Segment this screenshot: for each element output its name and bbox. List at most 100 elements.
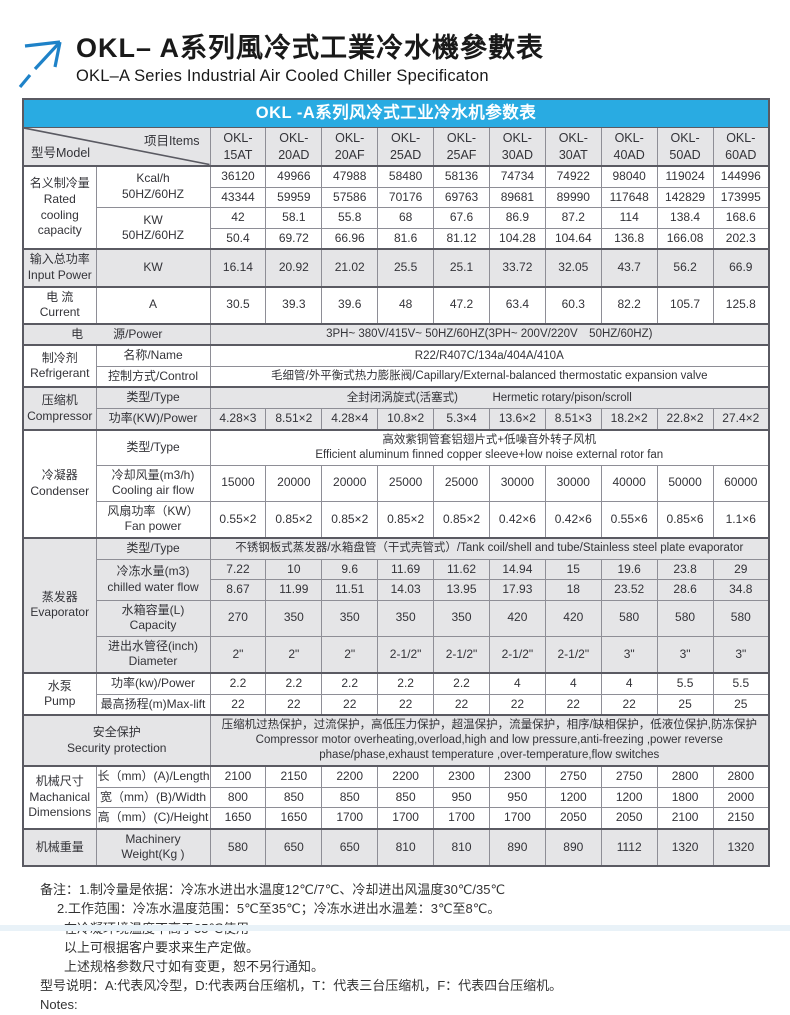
spec-value: 10 bbox=[265, 558, 323, 581]
spec-value: 14.94 bbox=[488, 558, 546, 581]
spec-value: 18.2×2 bbox=[600, 408, 658, 431]
page-subtitle: OKL–A Series Industrial Air Cooled Chill… bbox=[76, 67, 489, 86]
spec-value: 2150 bbox=[712, 807, 770, 830]
spec-value: 144996 bbox=[712, 164, 770, 188]
model-column-header: OKL- 25AD bbox=[377, 127, 435, 167]
spec-value: 66.9 bbox=[712, 248, 770, 288]
note-line: 2.工作范围：冷冻水温度范围：5℃至35℃；冷冻水进出水温差：3℃至8℃。 bbox=[57, 901, 501, 917]
spec-value: 810 bbox=[377, 827, 435, 867]
spec-value: 2.2 bbox=[377, 672, 435, 695]
page-header: OKL– A系列風冷式工業冷水機參數表 OKL–A Series Industr… bbox=[0, 0, 790, 89]
corner-cell: 型号Model 项目Items bbox=[22, 127, 211, 167]
spec-value: 2300 bbox=[488, 765, 546, 788]
spec-value: 950 bbox=[433, 786, 490, 809]
spec-value: 19.6 bbox=[600, 558, 658, 581]
page-title: OKL– A系列風冷式工業冷水機參數表 bbox=[76, 33, 545, 63]
spec-value: 43344 bbox=[209, 186, 267, 209]
spec-merged-value: 毛细管/外平衡式热力膨胀阀/Capillary/External-balance… bbox=[209, 365, 770, 388]
spec-value: 25000 bbox=[433, 464, 490, 502]
spec-value: 2-1/2" bbox=[433, 635, 490, 674]
spec-value: 27.4×2 bbox=[712, 408, 770, 431]
row-item-label: 名称/Name bbox=[95, 344, 211, 367]
spec-value: 580 bbox=[712, 599, 770, 637]
spec-value: 89681 bbox=[488, 186, 546, 209]
spec-table: OKL -A系列风冷式工业冷水机参数表 型号Model 项目Items OKL- 15… bbox=[22, 98, 771, 868]
spec-value: 168.6 bbox=[712, 207, 770, 229]
row-group-label: 输入总功率 Input Power bbox=[22, 248, 97, 288]
row-item-label: 宽（mm）(B)/Width bbox=[95, 786, 211, 809]
model-column-header: OKL- 20AF bbox=[321, 127, 379, 167]
spec-value: 28.6 bbox=[656, 579, 714, 601]
spec-value: 2000 bbox=[712, 786, 770, 809]
row-item-label: 最高扬程(m)Max-lift bbox=[95, 693, 211, 716]
spec-value: 70176 bbox=[377, 186, 435, 209]
spec-value: 34.8 bbox=[712, 579, 770, 601]
spec-value: 98040 bbox=[600, 164, 658, 188]
row-group-label: 电 流 Current bbox=[22, 285, 97, 325]
spec-value: 39.3 bbox=[265, 285, 323, 325]
row-group-label: 制冷剂 Refrigerant bbox=[22, 344, 97, 388]
note-line: 备注：1.制冷量是依据：冷冻水进出水温度12℃/7℃、冷却进出风温度30℃/35… bbox=[40, 882, 506, 898]
corner-model-label: 型号Model bbox=[31, 145, 91, 160]
spec-value: 800 bbox=[209, 786, 267, 809]
spec-value: 32.05 bbox=[544, 248, 602, 288]
spec-value: 49966 bbox=[265, 164, 323, 188]
spec-value: 2300 bbox=[433, 765, 490, 788]
spec-value: 2750 bbox=[600, 765, 658, 788]
spec-value: 22.8×2 bbox=[656, 408, 714, 431]
spec-value: 3" bbox=[712, 635, 770, 674]
spec-value: 60000 bbox=[712, 464, 770, 502]
row-item-label: 功率(KW)/Power bbox=[95, 408, 211, 431]
spec-merged-value: 不锈钢板式蒸发器/水箱盘管（干式壳管式）/Tank coil/shell and… bbox=[209, 536, 770, 560]
row-group-label: 冷凝器 Condenser bbox=[22, 428, 97, 539]
spec-value: 22 bbox=[544, 693, 602, 716]
spec-value: 4.28×4 bbox=[321, 408, 379, 431]
spec-value: 17.93 bbox=[488, 579, 546, 601]
spec-value: 74734 bbox=[488, 164, 546, 188]
spec-value: 3" bbox=[600, 635, 658, 674]
spec-value: 13.6×2 bbox=[488, 408, 546, 431]
notes-block: 备注：1.制冷量是依据：冷冻水进出水温度12℃/7℃、冷却进出风温度30℃/35… bbox=[40, 880, 790, 1015]
model-column-header: OKL- 30AT bbox=[544, 127, 602, 167]
spec-value: 420 bbox=[488, 599, 546, 637]
spec-value: 58480 bbox=[377, 164, 435, 188]
spec-value: 22 bbox=[600, 693, 658, 716]
spec-value: 950 bbox=[488, 786, 546, 809]
model-column-header: OKL- 40AD bbox=[600, 127, 658, 167]
spec-value: 0.85×2 bbox=[377, 500, 435, 539]
spec-value: 4 bbox=[544, 672, 602, 695]
spec-value: 40000 bbox=[600, 464, 658, 502]
row-group-label: 压缩机 Compressor bbox=[22, 386, 97, 431]
spec-value: 1700 bbox=[321, 807, 379, 830]
row-item-label: A bbox=[95, 285, 211, 325]
spec-value: 11.69 bbox=[377, 558, 435, 581]
spec-value: 82.2 bbox=[600, 285, 658, 325]
spec-value: 2" bbox=[321, 635, 379, 674]
spec-value: 87.2 bbox=[544, 207, 602, 229]
spec-value: 22 bbox=[433, 693, 490, 716]
spec-value: 39.6 bbox=[321, 285, 379, 325]
spec-value: 142829 bbox=[656, 186, 714, 209]
spec-value: 30.5 bbox=[209, 285, 267, 325]
spec-value: 66.96 bbox=[321, 227, 379, 250]
spec-value: 47988 bbox=[321, 164, 379, 188]
spec-value: 22 bbox=[377, 693, 435, 716]
row-item-label: 高（mm）(C)/Height bbox=[95, 807, 211, 830]
spec-value: 69763 bbox=[433, 186, 490, 209]
spec-value: 4 bbox=[600, 672, 658, 695]
spec-value: 55.8 bbox=[321, 207, 379, 229]
spec-value: 42 bbox=[209, 207, 267, 229]
spec-value: 114 bbox=[600, 207, 658, 229]
spec-value: 350 bbox=[433, 599, 490, 637]
spec-value: 4 bbox=[488, 672, 546, 695]
spec-merged-value: 高效紫铜管套铝翅片式+低噪音外转子风机 Efficient aluminum fi… bbox=[209, 428, 770, 466]
spec-value: 59959 bbox=[265, 186, 323, 209]
row-group-label: 蒸发器 Evaporator bbox=[22, 536, 97, 674]
spec-value: 1.1×6 bbox=[712, 500, 770, 539]
model-column-header: OKL- 50AD bbox=[656, 127, 714, 167]
spec-value: 2-1/2" bbox=[488, 635, 546, 674]
spec-value: 0.42×6 bbox=[544, 500, 602, 539]
spec-value: 33.72 bbox=[488, 248, 546, 288]
spec-value: 36120 bbox=[209, 164, 267, 188]
spec-value: 48 bbox=[377, 285, 435, 325]
